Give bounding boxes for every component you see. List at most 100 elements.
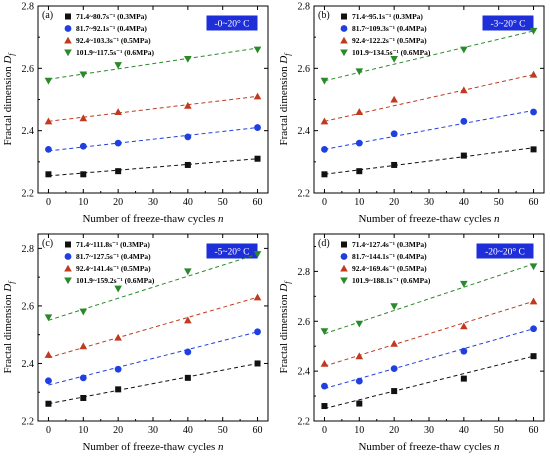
data-point: [355, 320, 364, 328]
data-point: [79, 374, 87, 382]
y-tick-label: 2.4: [22, 126, 35, 137]
data-point: [390, 339, 398, 347]
x-tick-label: 30: [148, 425, 158, 436]
series-1: [321, 146, 537, 178]
series-4: [320, 27, 538, 85]
x-axis-title: Number of freeze-thaw cycles n: [82, 441, 224, 453]
y-axis-title: Fractal dimension Df: [278, 52, 292, 146]
data-point: [530, 325, 537, 333]
x-axis-title: Number of freeze-thaw cycles n: [358, 441, 500, 453]
legend-label: 81.7~92.1s⁻¹ (0.4MPa): [76, 24, 147, 33]
data-point: [253, 251, 262, 258]
data-point: [320, 328, 329, 336]
legend-label: 92.4~122.2s⁻¹ (0.5MPa): [352, 36, 427, 45]
y-tick-label: 2.2: [22, 189, 35, 200]
chart-panel-3: 0 10 20 30 40 50 60 2.2 2.4 2.6 2.8 Number of freez…: [2, 233, 269, 453]
data-point: [80, 394, 87, 401]
legend-label: 81.7~109.3s⁻¹ (0.4MPa): [352, 24, 427, 33]
data-point: [355, 108, 364, 116]
y-tick-label: 2.6: [22, 301, 35, 312]
data-point: [320, 117, 329, 125]
data-point: [460, 117, 468, 125]
plot-frame: [37, 5, 269, 194]
x-tick-label: 40: [183, 425, 193, 436]
data-point: [390, 95, 398, 103]
data-point: [184, 101, 192, 109]
fit-line: [48, 95, 258, 122]
data-point: [45, 377, 52, 385]
data-point: [530, 108, 537, 116]
y-tick-label: 2.6: [298, 64, 311, 75]
x-tick-label: 0: [322, 197, 327, 208]
data-point: [254, 155, 261, 162]
data-point: [460, 347, 468, 355]
temperature-badge-box: [481, 14, 535, 32]
data-point: [529, 263, 538, 271]
legend-label: 92.4~169.4s⁻¹ (0.5MPa): [352, 264, 427, 273]
y-tick-label: 2.4: [22, 359, 35, 370]
y-axis-title: Fractal dimension Df: [2, 52, 16, 146]
chart-panel-4: 0 10 20 30 40 50 60 2.2 2.4 2.6 2.8 Number of freez…: [278, 233, 545, 453]
x-tick-label: 60: [253, 197, 263, 208]
y-axis-title: Fractal dimension Df: [2, 280, 16, 374]
fit-line: [48, 296, 258, 359]
y-tick-label: 2.4: [298, 126, 311, 137]
data-point: [114, 139, 122, 147]
data-point: [79, 308, 88, 316]
data-point: [184, 374, 191, 381]
data-point: [355, 377, 363, 385]
y-tick-label: 2.4: [298, 367, 311, 378]
data-point: [254, 328, 261, 336]
data-point: [321, 171, 328, 178]
legend-marker: [340, 36, 348, 44]
data-point: [460, 46, 468, 54]
x-tick-label: 20: [113, 425, 123, 436]
data-point: [45, 400, 52, 407]
legend-label: 101.9~117.5s⁻¹ (0.6MPa): [76, 48, 155, 57]
x-tick-label: 60: [529, 425, 539, 436]
legend-label: 81.7~127.5s⁻¹ (0.4MPa): [76, 252, 151, 261]
y-tick-label: 2.8: [298, 2, 311, 13]
fit-line: [324, 300, 534, 367]
data-point: [254, 360, 261, 367]
data-point: [391, 388, 398, 395]
data-point: [184, 161, 191, 168]
x-tick-label: 20: [113, 197, 123, 208]
x-tick-label: 30: [424, 197, 434, 208]
data-point: [529, 27, 538, 35]
series-1: [321, 353, 537, 410]
data-point: [79, 342, 88, 350]
y-tick-label: 2.8: [298, 267, 311, 278]
temperature-badge-label: -3~20° C: [490, 19, 525, 30]
data-point: [390, 303, 398, 311]
series-4: [44, 251, 262, 322]
data-point: [44, 117, 53, 125]
series-4: [44, 46, 262, 85]
legend: 71.4~80.7s⁻¹ (0.3MPa) 81.7~92.1s⁻¹ (0.4MP…: [64, 12, 155, 57]
x-tick-label: 60: [253, 425, 263, 436]
data-point: [79, 71, 88, 79]
legend-label: 81.7~144.1s⁻¹ (0.4MPa): [352, 252, 427, 261]
x-tick-label: 10: [354, 425, 364, 436]
x-tick-label: 0: [46, 425, 51, 436]
y-tick-label: 2.6: [22, 64, 35, 75]
data-point: [184, 55, 192, 63]
data-point: [253, 293, 262, 301]
legend-marker: [65, 13, 71, 20]
data-point: [253, 46, 262, 54]
data-point: [321, 145, 328, 153]
series-2: [45, 328, 261, 386]
legend-marker: [340, 49, 348, 57]
data-point: [355, 352, 364, 360]
data-point: [321, 382, 328, 390]
data-point: [321, 403, 328, 410]
series-3: [44, 92, 262, 125]
data-point: [529, 297, 538, 305]
legend-label: 71.4~95.1s⁻¹ (0.3MPa): [352, 12, 423, 21]
series-3: [44, 293, 262, 359]
legend-label: 101.9~159.2s⁻¹ (0.6MPa): [76, 276, 155, 285]
legend: 71.4~111.8s⁻¹ (0.3MPa) 81.7~127.5s⁻¹ (0.4…: [64, 240, 155, 285]
x-tick-label: 10: [78, 425, 88, 436]
series-2: [321, 108, 537, 153]
